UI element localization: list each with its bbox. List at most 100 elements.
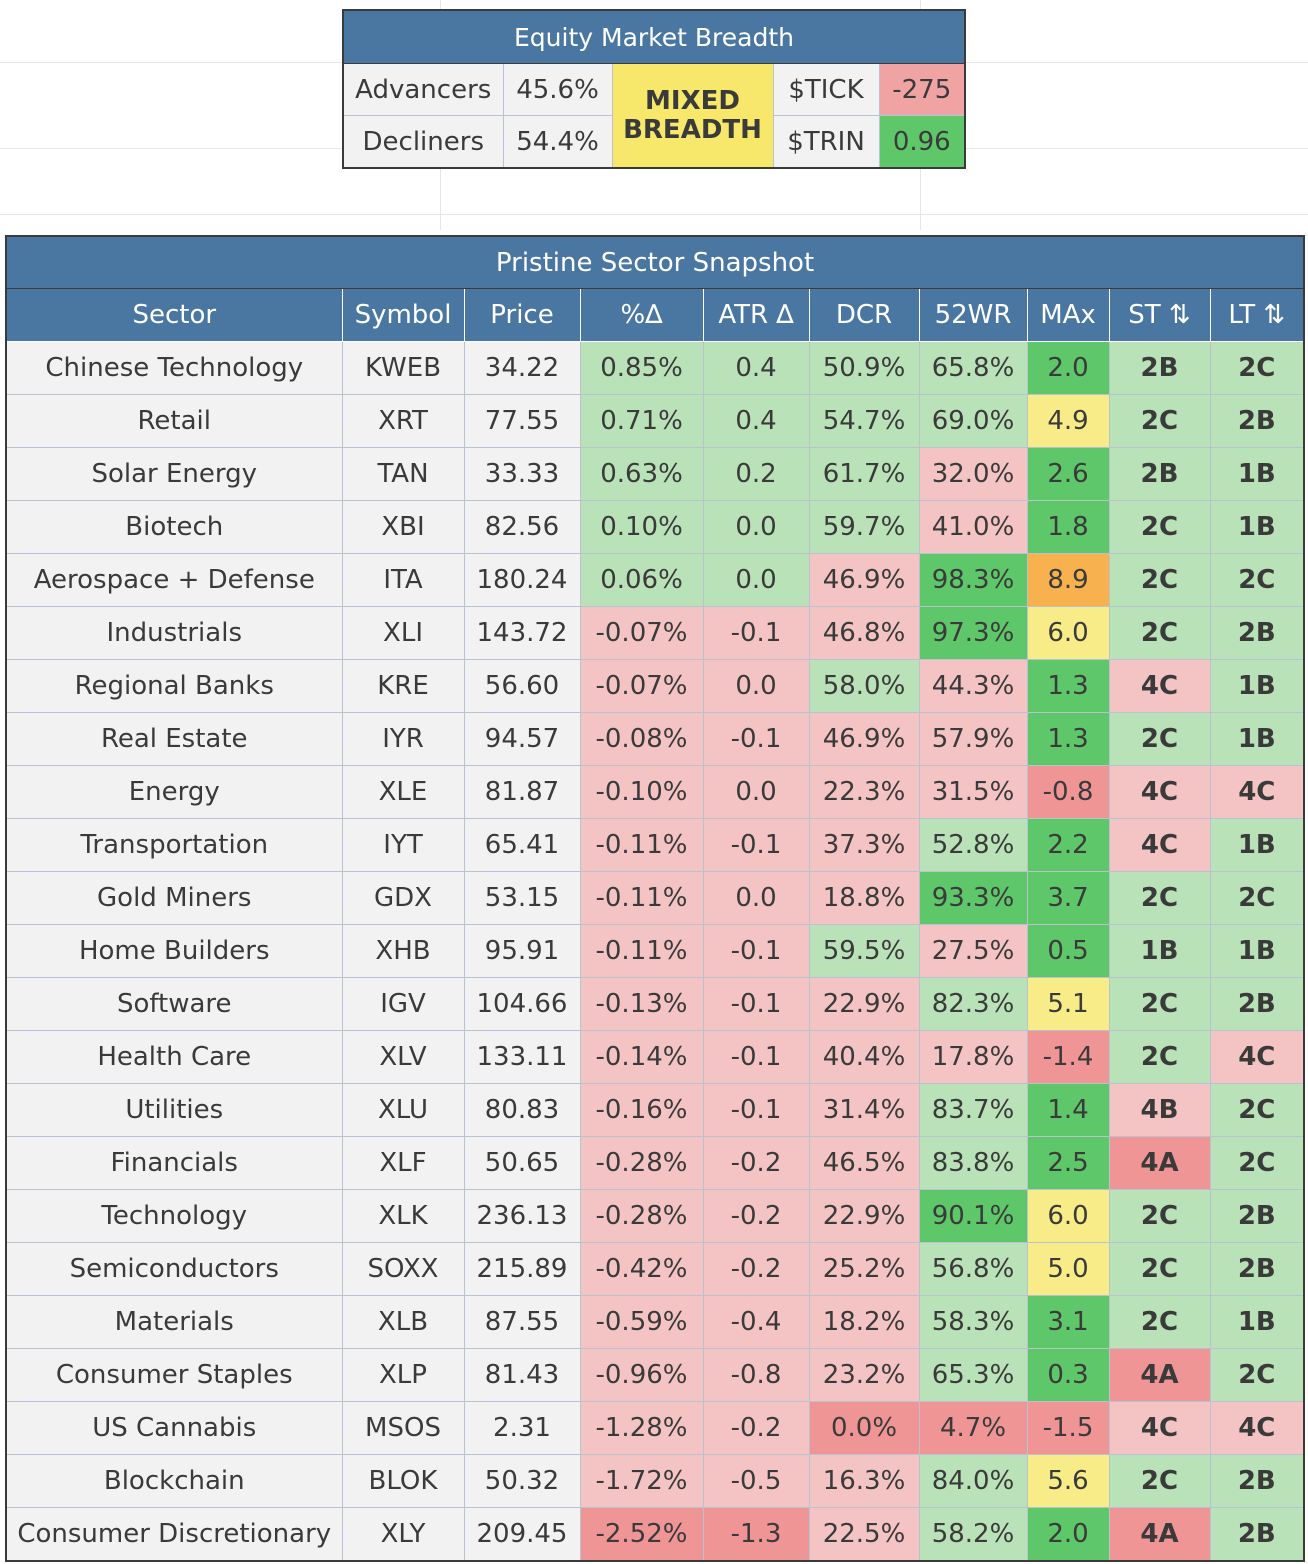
table-row: Semiconductors SOXX 215.89 -0.42% -0.2 25.2% 5…	[5, 1242, 1305, 1296]
cell-max: 2.5	[1026, 1136, 1110, 1190]
market-breadth-table: Equity Market Breadth Advancers 45.6% MI…	[342, 9, 967, 169]
cell-dcr: 59.7%	[808, 500, 920, 554]
cell-lt: 2C	[1209, 871, 1305, 925]
cell-52wr: 82.3%	[918, 977, 1028, 1031]
cell-atr-change: 0.4	[702, 341, 810, 395]
cell-symbol: XLY	[341, 1507, 465, 1562]
cell-pct-change: -0.96%	[579, 1348, 704, 1402]
cell-max: 1.4	[1026, 1083, 1110, 1137]
cell-pct-change: -0.11%	[579, 871, 704, 925]
cell-lt: 1B	[1209, 712, 1305, 766]
cell-pct-change: 0.06%	[579, 553, 704, 607]
cell-price: 50.65	[463, 1136, 581, 1190]
cell-sector: Chinese Technology	[5, 341, 343, 395]
cell-st: 4C	[1108, 818, 1211, 872]
cell-st: 4B	[1108, 1083, 1211, 1137]
cell-52wr: 97.3%	[918, 606, 1028, 660]
cell-price: 215.89	[463, 1242, 581, 1296]
cell-52wr: 65.3%	[918, 1348, 1028, 1402]
cell-lt: 2C	[1209, 341, 1305, 395]
cell-price: 81.43	[463, 1348, 581, 1402]
cell-st: 2B	[1108, 447, 1211, 501]
cell-symbol: XLF	[341, 1136, 465, 1190]
cell-max: 2.6	[1026, 447, 1110, 501]
column-header-row: Sector Symbol Price %∆ ATR ∆ DCR 52WR MAx ST ⇅ LT…	[5, 288, 1305, 342]
cell-pct-change: -1.72%	[579, 1454, 704, 1508]
cell-st: 2C	[1108, 606, 1211, 660]
sector-rows: Chinese Technology KWEB 34.22 0.85% 0.4 50.9%…	[5, 341, 1305, 1562]
cell-symbol: XLP	[341, 1348, 465, 1402]
cell-52wr: 98.3%	[918, 553, 1028, 607]
cell-sector: Biotech	[5, 500, 343, 554]
cell-dcr: 25.2%	[808, 1242, 920, 1296]
cell-dcr: 0.0%	[808, 1401, 920, 1455]
cell-max: 6.0	[1026, 1189, 1110, 1243]
trin-label: $TRIN	[772, 115, 880, 169]
cell-st: 1B	[1108, 924, 1211, 978]
cell-lt: 2C	[1209, 1348, 1305, 1402]
cell-sector: Home Builders	[5, 924, 343, 978]
cell-52wr: 83.8%	[918, 1136, 1028, 1190]
column-header-st[interactable]: ST ⇅	[1108, 288, 1211, 342]
cell-sector: Blockchain	[5, 1454, 343, 1508]
cell-52wr: 27.5%	[918, 924, 1028, 978]
cell-52wr: 57.9%	[918, 712, 1028, 766]
table-row: Chinese Technology KWEB 34.22 0.85% 0.4 50.9%…	[5, 341, 1305, 395]
cell-lt: 2B	[1209, 394, 1305, 448]
cell-st: 2C	[1108, 1454, 1211, 1508]
table-row: Utilities XLU 80.83 -0.16% -0.1 31.4% 83.7% 1.4…	[5, 1083, 1305, 1137]
cell-dcr: 37.3%	[808, 818, 920, 872]
cell-max: 2.0	[1026, 341, 1110, 395]
cell-price: 56.60	[463, 659, 581, 713]
cell-52wr: 84.0%	[918, 1454, 1028, 1508]
cell-max: 1.3	[1026, 659, 1110, 713]
cell-price: 53.15	[463, 871, 581, 925]
cell-symbol: XLK	[341, 1189, 465, 1243]
cell-st: 2C	[1108, 977, 1211, 1031]
cell-price: 133.11	[463, 1030, 581, 1084]
table-row: Energy XLE 81.87 -0.10% 0.0 22.3% 31.5% -0.8 4C 4…	[5, 765, 1305, 819]
cell-atr-change: 0.0	[702, 553, 810, 607]
table-row: Solar Energy TAN 33.33 0.63% 0.2 61.7% 32.0% 2.…	[5, 447, 1305, 501]
table-row: Consumer Staples XLP 81.43 -0.96% -0.8 23.2% 6…	[5, 1348, 1305, 1402]
column-header-price[interactable]: Price	[463, 288, 581, 342]
cell-symbol: BLOK	[341, 1454, 465, 1508]
cell-price: 87.55	[463, 1295, 581, 1349]
column-header-sector[interactable]: Sector	[5, 288, 343, 342]
cell-52wr: 44.3%	[918, 659, 1028, 713]
cell-price: 180.24	[463, 553, 581, 607]
cell-lt: 4C	[1209, 1401, 1305, 1455]
column-header-max[interactable]: MAx	[1026, 288, 1110, 342]
cell-sector: Gold Miners	[5, 871, 343, 925]
cell-symbol: XLI	[341, 606, 465, 660]
cell-max: 4.9	[1026, 394, 1110, 448]
cell-sector: Materials	[5, 1295, 343, 1349]
cell-pct-change: -0.28%	[579, 1136, 704, 1190]
cell-symbol: KWEB	[341, 341, 465, 395]
cell-dcr: 61.7%	[808, 447, 920, 501]
cell-price: 209.45	[463, 1507, 581, 1562]
cell-max: 5.0	[1026, 1242, 1110, 1296]
cell-52wr: 31.5%	[918, 765, 1028, 819]
column-header-pct-change[interactable]: %∆	[579, 288, 704, 342]
cell-st: 2C	[1108, 500, 1211, 554]
column-header-atr-change[interactable]: ATR ∆	[702, 288, 810, 342]
cell-symbol: IYT	[341, 818, 465, 872]
breadth-status-badge: MIXED BREADTH	[611, 63, 774, 169]
cell-sector: Health Care	[5, 1030, 343, 1084]
cell-atr-change: 0.0	[702, 659, 810, 713]
cell-52wr: 65.8%	[918, 341, 1028, 395]
cell-atr-change: 0.4	[702, 394, 810, 448]
column-header-dcr[interactable]: DCR	[808, 288, 920, 342]
cell-pct-change: -0.10%	[579, 765, 704, 819]
table-row: Home Builders XHB 95.91 -0.11% -0.1 59.5% 27.5…	[5, 924, 1305, 978]
cell-dcr: 46.5%	[808, 1136, 920, 1190]
cell-pct-change: -0.08%	[579, 712, 704, 766]
column-header-lt[interactable]: LT ⇅	[1209, 288, 1305, 342]
column-header-52wr[interactable]: 52WR	[918, 288, 1028, 342]
cell-atr-change: -0.2	[702, 1189, 810, 1243]
cell-st: 2C	[1108, 1189, 1211, 1243]
cell-dcr: 40.4%	[808, 1030, 920, 1084]
cell-lt: 1B	[1209, 447, 1305, 501]
column-header-symbol[interactable]: Symbol	[341, 288, 465, 342]
